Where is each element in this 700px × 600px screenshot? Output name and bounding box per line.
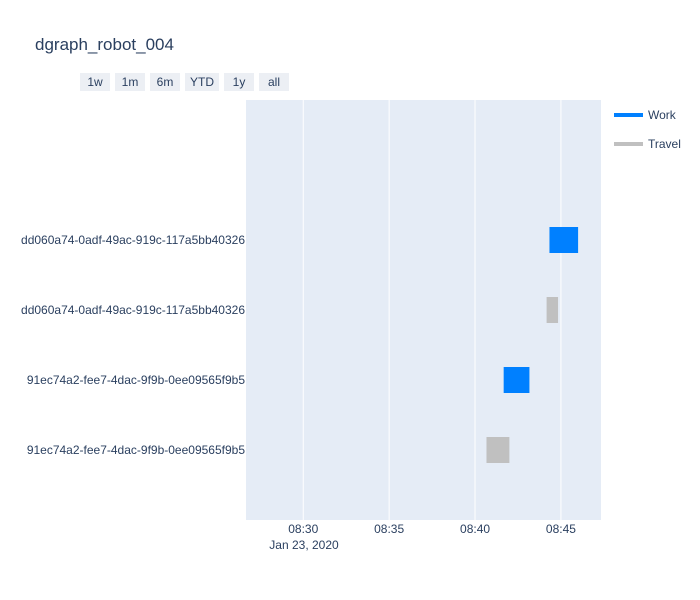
legend-label-travel[interactable]: Travel: [648, 137, 681, 151]
y-tick-label: 91ec74a2-fee7-4dac-9f9b-0ee09565f9b5: [27, 373, 246, 387]
x-date-label: Jan 23, 2020: [269, 538, 339, 552]
y-tick-label: dd060a74-0adf-49ac-919c-117a5bb40326: [21, 303, 245, 317]
y-tick-label: 91ec74a2-fee7-4dac-9f9b-0ee09565f9b5: [27, 443, 246, 457]
y-tick-label: dd060a74-0adf-49ac-919c-117a5bb40326: [21, 233, 245, 247]
x-tick-label: 08:40: [460, 522, 490, 536]
task-bars: [486, 227, 579, 463]
range-button-1w[interactable]: 1w: [80, 73, 110, 91]
legend-label-work[interactable]: Work: [648, 108, 677, 122]
plot-area: [246, 100, 601, 520]
range-button-1m[interactable]: 1m: [115, 73, 145, 91]
task-bar-travel[interactable]: [486, 437, 510, 463]
y-axis-ticks: 91ec74a2-fee7-4dac-9f9b-0ee09565f9b5 91ec…: [21, 233, 245, 457]
task-bar-work[interactable]: [549, 227, 579, 253]
range-button-1y[interactable]: 1y: [224, 73, 254, 91]
range-button-all[interactable]: all: [259, 73, 289, 91]
range-button-6m[interactable]: 6m: [150, 73, 180, 91]
task-bar-travel[interactable]: [546, 297, 559, 323]
x-axis-ticks: Jan 23, 2020 08:30 08:35 08:40 08:45: [269, 522, 576, 552]
x-tick-label: 08:35: [374, 522, 404, 536]
x-tick-label: 08:30: [288, 522, 318, 536]
range-button-ytd[interactable]: YTD: [185, 73, 219, 91]
gridlines: [302, 100, 562, 520]
legend[interactable]: Work Travel: [614, 108, 681, 151]
x-tick-label: 08:45: [546, 522, 576, 536]
task-bar-work[interactable]: [503, 367, 530, 393]
chart-title: dgraph_robot_004: [35, 35, 174, 54]
